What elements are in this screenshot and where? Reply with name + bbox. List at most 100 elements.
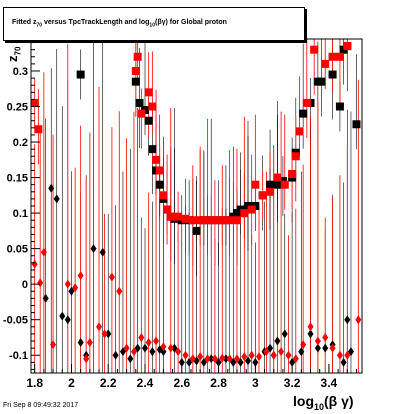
data-point-diamond [208,354,215,364]
data-point-diamond [186,357,193,367]
data-point-square [352,120,361,129]
data-point-square [328,70,337,79]
y-tick-label: 0.1 [13,208,28,220]
data-point-diamond [40,247,47,257]
data-point-diamond [230,357,237,367]
x-tick-label: 3 [252,376,259,390]
data-point-diamond [340,357,347,367]
data-point-diamond [116,286,123,296]
data-point-diamond [145,337,152,347]
data-point-diamond [149,347,156,357]
data-point-diamond [270,350,277,360]
data-point-diamond [274,336,281,346]
data-point-diamond [160,342,167,352]
data-point-diamond [197,352,204,362]
data-point-square [273,180,282,189]
data-point-square [131,77,140,86]
data-point-diamond [344,315,351,325]
chart-title: Fitted z70 versus TpcTrackLength and log… [12,19,227,29]
x-tick-label: 1.8 [26,376,43,390]
data-point-diamond [300,340,307,350]
data-point-diamond [153,336,160,346]
data-point-square [218,216,227,225]
data-point-diamond [68,286,75,296]
data-point-diamond [105,329,112,339]
data-point-diamond [211,354,218,364]
data-point-diamond [200,357,207,367]
y-tick-label: 0.25 [7,102,28,114]
data-point-diamond [77,271,84,281]
data-point-square [203,216,212,225]
data-point-diamond [237,357,244,367]
data-point-diamond [222,354,229,364]
data-point-diamond [59,311,66,321]
data-point-square [280,180,289,189]
data-point-square [266,187,275,196]
y-tick-label: -0.05 [3,315,28,327]
data-point-square [273,173,282,182]
data-point-diamond [53,194,60,204]
data-point-diamond [160,347,167,357]
data-point-diamond [175,347,182,357]
data-point-square [166,212,175,221]
data-point-diamond [83,354,90,364]
data-point-diamond [292,354,299,364]
data-point-square [144,88,153,97]
data-point-diamond [119,347,126,357]
x-tick-label: 2.2 [100,376,117,390]
data-point-diamond [226,354,233,364]
data-point-square [135,98,144,107]
data-point-square [343,42,352,51]
data-point-diamond [182,350,189,360]
data-point-diamond [336,350,343,360]
x-tick-label: 2 [68,376,75,390]
data-point-diamond [204,354,211,364]
data-point-diamond [99,247,106,257]
data-point-diamond [130,347,137,357]
data-point-square [251,180,260,189]
data-point-diamond [355,315,362,325]
y-tick-label: 0 [22,279,28,291]
data-point-square [34,125,43,134]
data-points [30,42,362,367]
data-point-square [328,52,337,61]
data-point-square [335,102,344,111]
x-tick-label: 3.2 [284,376,301,390]
data-point-diamond [314,343,321,353]
data-point-square [232,216,241,225]
data-point-diamond [314,336,321,346]
data-point-square [137,109,146,118]
y-axis-ticks: -0.1 -0.05 0 0.05 0.1 0.15 0.2 0.25 0.3 [3,42,40,370]
data-point-diamond [307,329,314,339]
data-point-diamond [167,343,174,353]
data-point-diamond [37,278,44,288]
data-point-square [30,98,39,107]
data-point-diamond [64,315,71,325]
data-point-diamond [289,357,296,367]
data-point-diamond [42,293,49,303]
data-point-square [148,102,157,111]
timestamp-footer: Fri Sep 8 09:49:32 2017 [3,402,79,409]
data-point-diamond [90,244,97,254]
error-bars [34,39,359,373]
data-point-square [144,116,153,125]
data-point-diamond [307,322,314,332]
data-point-square [310,45,319,54]
x-axis-label: log10(β γ) [293,393,354,412]
data-point-diamond [281,329,288,339]
data-point-square [335,52,344,61]
data-point-diamond [267,343,274,353]
data-point-diamond [50,340,57,350]
data-point-diamond [72,283,79,293]
data-point-square [288,170,297,179]
data-point-diamond [178,357,185,367]
y-tick-label: 0.2 [13,137,28,149]
data-point-diamond [298,347,305,357]
data-point-diamond [285,350,292,360]
data-point-diamond [48,183,55,193]
data-point-square [155,166,164,175]
data-point-square [159,191,168,200]
data-point-square [299,109,308,118]
x-axis-ticks: 1.8 2 2.2 2.4 2.6 2.8 3 3.2 3.4 [26,364,357,390]
